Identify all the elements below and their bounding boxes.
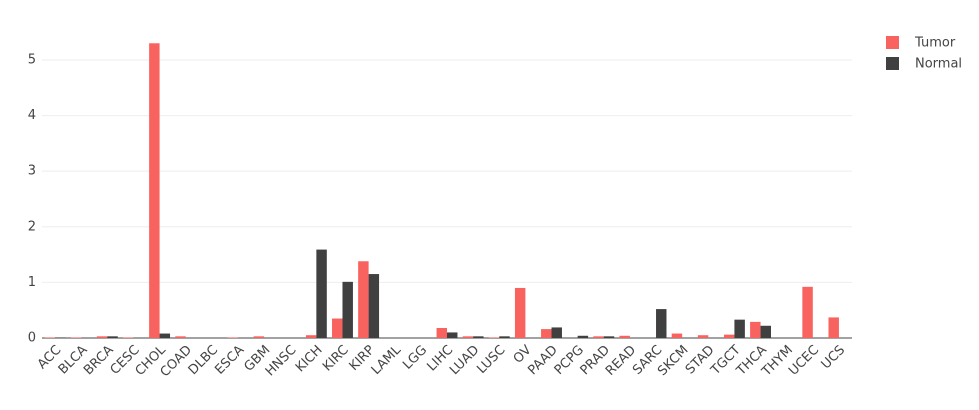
bar: [447, 332, 458, 338]
x-tick-label: KICH: [293, 343, 326, 376]
bar: [551, 327, 562, 338]
bar: [514, 287, 526, 338]
bar: [828, 317, 839, 338]
bar: [723, 334, 735, 338]
bar: [734, 319, 745, 338]
bar: [541, 329, 552, 338]
bar: [802, 286, 813, 338]
y-tick-label: 3: [28, 164, 36, 179]
bar: [44, 337, 56, 338]
bar: [593, 336, 604, 338]
x-tick-label: UCEC: [786, 343, 822, 379]
bar: [603, 336, 615, 338]
bar: [750, 321, 761, 338]
bar: [305, 335, 317, 338]
bar: [55, 337, 66, 338]
legend-swatch: [886, 57, 899, 70]
bar: [436, 327, 447, 338]
bar: [671, 333, 683, 338]
bar: [332, 318, 343, 338]
bar: [473, 336, 484, 338]
bar: [462, 336, 474, 338]
bar: [656, 309, 667, 338]
y-tick-label: 0: [28, 331, 36, 346]
x-tick-label: LUAD: [447, 343, 482, 378]
bar: [253, 336, 265, 338]
x-tick-label: ESCA: [212, 343, 247, 378]
legend-swatch: [886, 36, 899, 49]
bar: [760, 325, 771, 338]
bar: [368, 274, 380, 338]
bar: [149, 43, 160, 339]
bar: [175, 336, 186, 338]
y-tick-label: 2: [28, 219, 36, 234]
x-tick-label: DLBC: [186, 343, 221, 378]
x-tick-label: LUSC: [474, 343, 508, 377]
legend-label: Tumor: [914, 36, 956, 51]
x-tick-label: UCS: [819, 343, 849, 373]
bar: [123, 337, 134, 338]
x-tick-label: PAAD: [525, 343, 560, 378]
y-tick-label: 4: [28, 108, 36, 123]
bar: [577, 335, 589, 338]
bar: [697, 335, 709, 338]
y-tick-label: 5: [28, 52, 36, 67]
x-tick-label: LAML: [369, 342, 405, 378]
bar: [342, 281, 353, 338]
bar: [227, 337, 238, 338]
bar: [96, 336, 108, 338]
x-tick-label: LGG: [400, 343, 430, 373]
x-tick-label: HNSC: [263, 343, 300, 380]
bar: [107, 336, 118, 338]
x-tick-label: BRCA: [81, 343, 117, 379]
bar: [70, 337, 82, 338]
bar: [159, 333, 171, 338]
x-tick-label: READ: [603, 343, 639, 379]
bar: [358, 261, 369, 338]
x-tick-label: SKCM: [655, 343, 691, 379]
bar: [316, 249, 327, 338]
legend-label: Normal: [915, 57, 962, 72]
bar: [488, 337, 500, 338]
bar: [499, 336, 510, 338]
y-tick-label: 1: [28, 275, 36, 290]
bar: [619, 335, 630, 338]
x-tick-label: KIRC: [320, 343, 352, 375]
